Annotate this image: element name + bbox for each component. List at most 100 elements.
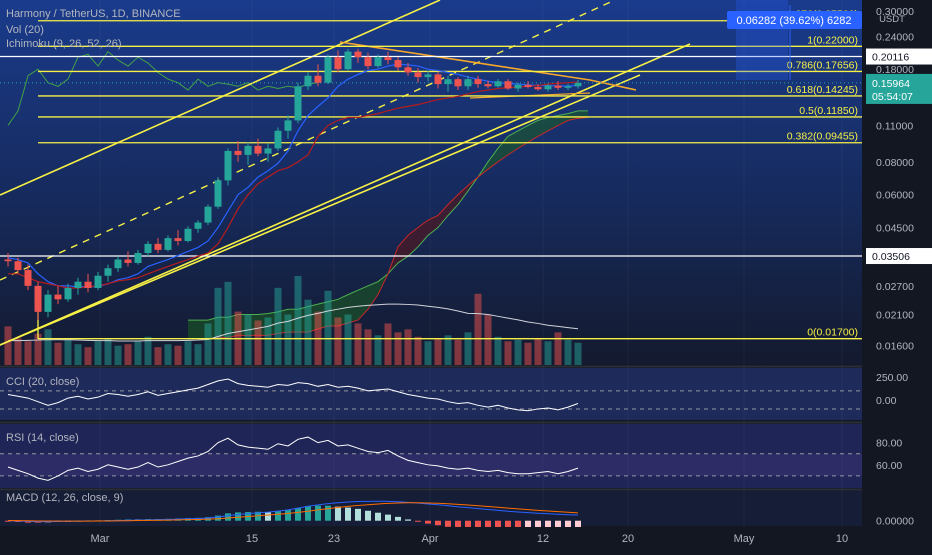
candle-body [224,150,232,181]
candle-body [134,252,142,263]
volume-bar [264,317,272,365]
macd-histogram-bar [325,505,331,521]
volume-bar [34,333,42,365]
ichimoku-cloud-segment [458,185,468,205]
ichimoku-legend[interactable]: Ichimoku (9, 26, 52, 26) [6,38,122,50]
macd-histogram-bar [355,508,361,521]
date-axis-tick: Apr [421,533,438,545]
macd-histogram-bar [225,513,231,521]
volume-bar [404,329,412,365]
candle-body [574,82,582,87]
cci-legend[interactable]: CCI (20, close) [6,376,80,388]
candle-body [14,261,22,271]
volume-bar [544,341,552,365]
volume-bar [464,332,472,365]
volume-bar [204,323,212,365]
symbol-legend[interactable]: Harmony / TetherUS, 1D, BINANCE [6,8,181,20]
candle-body [34,285,42,312]
macd-histogram-bar [365,510,371,521]
candle-body [274,130,282,149]
volume-bar [254,320,262,365]
candle-body [414,72,422,78]
macd-histogram-bar [545,520,551,530]
cci-pane-background [0,368,862,420]
candle-body [84,281,92,288]
date-axis-tick: 10 [836,533,848,545]
volume-bar [294,275,302,365]
volume-bar [554,332,562,365]
volume-bar [434,338,442,365]
price-axis-tick: 0.01600 [876,341,914,353]
price-badge-20116-box [866,48,932,65]
macd-histogram-bar [215,515,221,521]
candle-body [264,148,272,154]
volume-bar [524,342,532,365]
cci-axis-tick: 0.00 [876,395,897,407]
volume-bar [214,287,222,365]
rsi-axis-tick: 60.00 [876,460,902,472]
candle-body [174,238,182,241]
volume-bar [154,347,162,365]
candle-body [144,243,152,253]
volume-bar [574,342,582,365]
volume-bar [424,341,432,365]
price-axis-tick: 0.24000 [876,31,914,43]
candle-body [164,238,172,250]
vol-legend[interactable]: Vol (20) [6,24,44,36]
macd-histogram-bar [525,520,531,530]
candle-body [334,57,342,70]
candle-body [64,287,72,300]
current-price-badge: 0.15964 [872,78,910,90]
price-badge-03506: 0.03506 [872,251,910,263]
fib-level-label: 0.618(0.14245) [787,84,858,96]
candle-body [104,268,112,276]
fib-level-label: 0.786(0.17656) [787,59,858,71]
volume-bar [354,323,362,365]
macd-histogram-bar [295,507,301,521]
candle-body [244,145,252,155]
date-axis-tick: 20 [622,533,634,545]
volume-bar [184,341,192,365]
ichimoku-cloud-segment [418,220,428,247]
volume-bar [344,314,352,365]
macd-histogram-bar [315,505,321,521]
candle-body [524,84,532,88]
macd-legend[interactable]: MACD (12, 26, close, 9) [6,492,124,504]
date-axis-tick: 12 [537,533,549,545]
cci-line [7,378,579,412]
volume-bar [394,332,402,365]
macd-histogram-bar [555,520,561,529]
volume-bar [284,314,292,365]
candle-body [194,222,202,229]
candle-body [324,57,332,83]
candle-body [54,294,62,300]
macd-histogram-bar [465,520,471,529]
volume-bar [534,338,542,365]
macd-histogram-bar [565,520,571,529]
macd-histogram-bar [535,520,541,530]
macd-histogram-bar [435,520,441,526]
candle-body [314,75,322,83]
volume-bar [514,339,522,365]
candle-body [4,259,12,262]
price-badge-20116: 0.20116 [872,52,909,64]
candle-body [184,228,192,241]
price-axis-tick: 0.02700 [876,281,914,293]
candle-body [554,85,562,88]
candle-body [254,145,262,154]
macd-histogram-bar [395,516,401,521]
macd-histogram-bar [475,520,481,530]
candle-body [434,74,442,85]
volume-bar [444,335,452,365]
rsi-legend[interactable]: RSI (14, close) [6,432,79,444]
date-axis-tick: May [734,533,755,545]
date-axis-tick: Mar [91,533,110,545]
candle-body [354,51,362,58]
candle-body [284,120,292,131]
volume-bar [84,347,92,365]
macd-histogram-bar [275,511,281,521]
volume-bar [414,336,422,365]
volume-bar [374,335,382,365]
macd-histogram-bar [375,512,381,521]
ichimoku-cloud-segment [188,320,198,339]
